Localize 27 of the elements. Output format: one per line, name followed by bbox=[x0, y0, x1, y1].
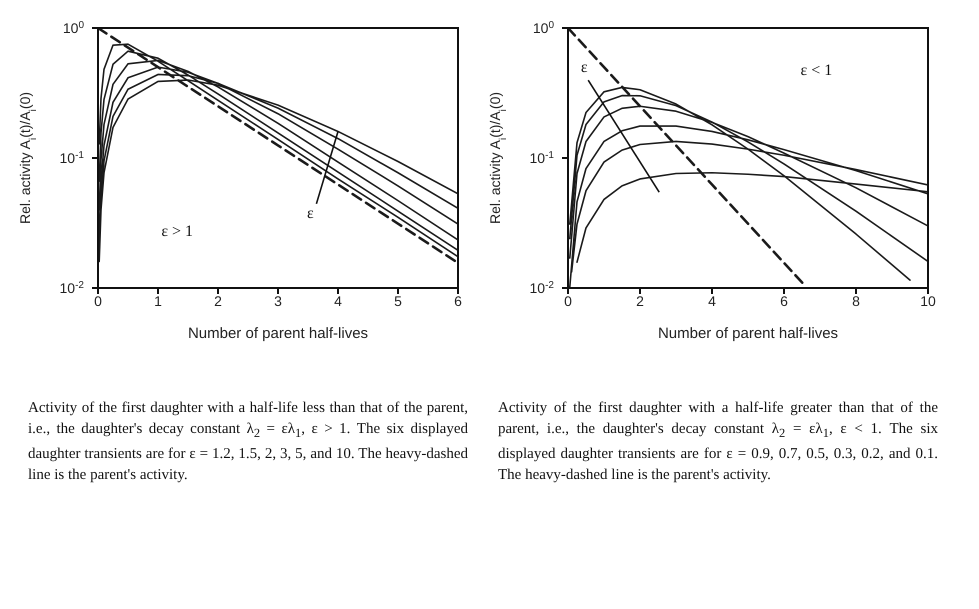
y-tick-label: 10$^{0}$ bbox=[62, 20, 84, 36]
y-tick-label: 10$^{-1}$ bbox=[60, 150, 84, 166]
x-axis-title: Number of parent half-lives bbox=[188, 325, 368, 342]
y-tick-label: 10$^{-2}$ bbox=[60, 280, 84, 296]
annotation: ε < 1 bbox=[800, 62, 832, 79]
y-tick-label: 10$^{-1}$ bbox=[530, 150, 554, 166]
x-tick-label: 5 bbox=[394, 292, 402, 309]
x-axis-title: Number of parent half-lives bbox=[658, 325, 838, 342]
annotation: ε bbox=[307, 204, 314, 222]
x-tick-label: 0 bbox=[564, 292, 572, 309]
text: Activity of the first daughter with a half-life less than that of the parent, i.e., the daughter's decay constant λ$_{2}$ = ελ$_{1}$, ε > 1. The six displayed daughter transients are for ε = 1.2, 1.5, 2, 3, 5, and 10. The heavy-dashed line is the parent's activity. bbox=[28, 399, 468, 485]
y-tick-label: 10$^{0}$ bbox=[532, 20, 554, 36]
text: Activity of the first daughter with a half-life greater than that of the parent, i.e., the daughter's decay constant λ$_{2}$ = ελ$_{1}$, ε < 1. The six displayed daughter transients are for ε = 0.9, 0.7, 0.5, 0.3, 0.2, and 0.1. The heavy-dashed line is the parent's activity. bbox=[498, 399, 938, 485]
x-tick-label: 4 bbox=[334, 292, 342, 309]
x-tick-label: 0 bbox=[94, 292, 102, 309]
annotation: ε > 1 bbox=[161, 223, 194, 240]
x-tick-label: 1 bbox=[154, 292, 162, 309]
x-tick-label: 2 bbox=[214, 292, 222, 309]
x-tick-label: 2 bbox=[636, 292, 644, 309]
x-tick-label: 10 bbox=[920, 292, 936, 309]
annotation: ε bbox=[580, 59, 588, 76]
x-tick-label: 8 bbox=[852, 292, 860, 309]
x-tick-label: 6 bbox=[454, 292, 462, 309]
x-tick-label: 6 bbox=[780, 292, 788, 309]
x-tick-label: 3 bbox=[274, 292, 282, 309]
y-tick-label: 10$^{-2}$ bbox=[530, 280, 554, 296]
x-tick-label: 4 bbox=[708, 292, 716, 309]
